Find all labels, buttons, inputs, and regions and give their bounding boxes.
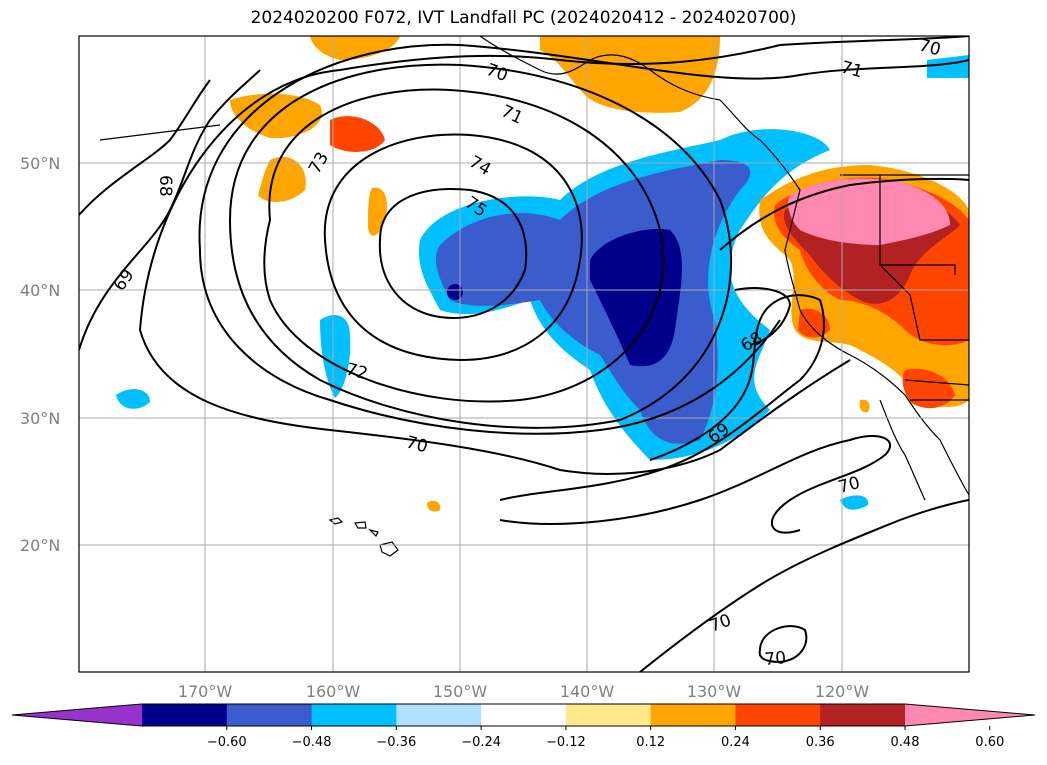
contour-inner-ne <box>719 177 969 251</box>
contour-label: 68 <box>155 175 175 197</box>
map-layers: 70 71 74 75 73 68 69 72 70 68 69 70 70 7… <box>79 36 969 672</box>
lat-labels: 50°N 40°N 30°N 20°N <box>20 154 60 555</box>
map-background <box>79 36 969 672</box>
colorbar-tick-label: 0.24 <box>721 735 750 750</box>
contour-70-loop <box>758 625 808 664</box>
lat-label: 20°N <box>20 536 60 555</box>
pos-hawaii-small <box>426 500 441 512</box>
colorbar-segment <box>226 704 313 726</box>
lon-label: 130°W <box>687 682 742 701</box>
contour-70-far-south <box>639 499 969 672</box>
contour-69-lower <box>499 294 825 501</box>
colorbar-tick-label: 0.60 <box>975 735 1004 750</box>
contour-68-left <box>79 79 211 216</box>
colorbar-tick-label: −0.36 <box>376 735 416 750</box>
colorbar-outline <box>11 703 1036 727</box>
contour-68 <box>734 287 792 346</box>
pos-coast-pink <box>788 178 950 245</box>
lon-label: 140°W <box>560 682 615 701</box>
neg-small-4 <box>840 495 869 510</box>
neg-region-core <box>590 229 682 367</box>
colorbar-tick-label: 0.48 <box>891 735 920 750</box>
lon-label: 160°W <box>306 682 361 701</box>
colorbar: −0.60 −0.48 −0.36 −0.24 −0.12 0.12 0.24 0.36 0.4… <box>11 703 1036 750</box>
colorbar-extend-low <box>12 704 142 726</box>
lon-label: 120°W <box>815 682 870 701</box>
contour-70-south <box>499 435 892 534</box>
colorbar-segment <box>735 704 821 726</box>
contour-69-left <box>79 69 261 351</box>
colorbar-segment <box>311 704 397 726</box>
contour-75 <box>378 188 528 319</box>
pos-socal <box>902 368 955 409</box>
colorbar-segment <box>142 704 228 726</box>
neg-small-3 <box>927 55 969 78</box>
colorbar-segment <box>481 704 567 726</box>
contour-74 <box>323 133 583 362</box>
colorbar-tick-label: 0.36 <box>806 735 835 750</box>
contour-71 <box>198 43 969 435</box>
lat-label: 40°N <box>20 281 60 300</box>
lat-label: 50°N <box>20 154 60 173</box>
lon-labels: 170°W 160°W 150°W 140°W 130°W 120°W <box>178 682 870 701</box>
pos-alaska-top <box>540 36 720 113</box>
map-frame <box>78 35 970 673</box>
neg-small-1 <box>320 315 351 398</box>
pos-mexico-small <box>859 399 870 413</box>
colorbar-tick-label: −0.60 <box>207 735 247 750</box>
neg-small-2 <box>116 389 150 409</box>
lon-label: 170°W <box>178 682 233 701</box>
colorbar-tick-label: 0.12 <box>636 735 665 750</box>
neg-region-mid <box>435 160 751 444</box>
lon-label: 150°W <box>433 682 488 701</box>
colorbar-tick-label: −0.24 <box>461 735 501 750</box>
contour-72 <box>228 63 733 429</box>
colorbar-segment <box>565 704 652 726</box>
colorbar-segment <box>650 704 736 726</box>
contour-73 <box>263 88 665 403</box>
lat-label: 30°N <box>20 409 60 428</box>
contour-70-main <box>139 36 969 475</box>
chart-title: 2024020200 F072, IVT Landfall PC (202402… <box>250 8 797 28</box>
colorbar-segment <box>396 704 482 726</box>
colorbar-tick-label: −0.48 <box>292 735 332 750</box>
colorbar-extend-high <box>905 704 1035 726</box>
neg-dot-1 <box>447 284 463 300</box>
gridlines <box>79 36 969 672</box>
contour-label: 70 <box>764 648 787 670</box>
colorbar-segment <box>820 704 906 726</box>
contours <box>79 36 969 672</box>
colorbar-tick-label: −0.12 <box>546 735 586 750</box>
pos-pnw <box>798 308 830 338</box>
pos-gulf-red <box>330 116 385 152</box>
